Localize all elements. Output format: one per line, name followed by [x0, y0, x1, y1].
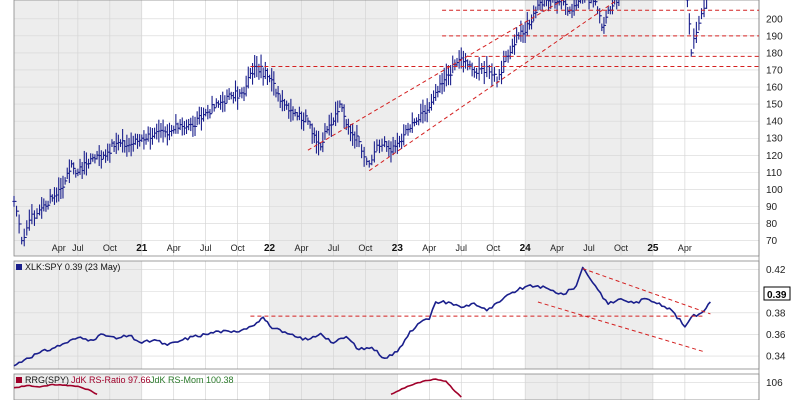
rrg-y-tick-label: 106 — [766, 378, 783, 389]
year-band — [652, 374, 759, 400]
x-month-label: Apr — [678, 243, 692, 253]
price-y-tick-label: 120 — [766, 151, 783, 162]
x-month-label: Jul — [200, 243, 212, 253]
price-y-tick-label: 190 — [766, 31, 783, 42]
rs-legend-label: XLK:SPY 0.39 (23 May) — [25, 262, 120, 272]
rrg-legend-mom: JdK RS-Mom 100.38 — [150, 375, 234, 385]
x-month-label: Oct — [231, 243, 246, 253]
rrg-legend-swatch — [16, 377, 22, 383]
price-channel-line — [368, 1, 615, 172]
x-month-label: Oct — [358, 243, 373, 253]
axis-labels: 70 80 90 100 110 120 130 140 150 160 170 180 190 200 0… — [52, 14, 786, 389]
rs-y-tick-label: 0.38 — [766, 308, 786, 319]
x-year-label: 24 — [520, 243, 532, 254]
price-channel-line — [307, 0, 564, 151]
price-panel — [12, 0, 759, 247]
price-y-tick-label: 150 — [766, 100, 783, 111]
price-y-tick-label: 90 — [766, 202, 778, 213]
year-band — [652, 0, 759, 256]
rs-legend-swatch — [16, 264, 22, 270]
year-band — [652, 261, 759, 369]
price-y-tick-label: 80 — [766, 219, 778, 230]
x-year-label: 22 — [264, 243, 276, 254]
price-y-tick-label: 180 — [766, 48, 783, 59]
rs-panel — [13, 266, 711, 367]
x-month-label: Apr — [167, 243, 181, 253]
rs-legend: XLK:SPY 0.39 (23 May) — [16, 262, 120, 272]
price-y-tick-label: 100 — [766, 185, 783, 196]
rrg-legend-main: RRG(SPY) — [25, 375, 69, 385]
x-month-label: Apr — [422, 243, 436, 253]
price-y-tick-label: 110 — [766, 168, 782, 179]
rrg-legend-ratio: JdK RS-Ratio 97.66 — [71, 375, 151, 385]
price-y-tick-label: 70 — [766, 236, 778, 247]
rs-y-tick-label: 0.36 — [766, 330, 786, 341]
rs-channel-line — [582, 268, 711, 315]
rs-y-tick-label: 0.42 — [766, 265, 786, 276]
x-month-label: Apr — [52, 243, 66, 253]
price-y-tick-label: 140 — [766, 117, 783, 128]
x-month-label: Apr — [550, 243, 564, 253]
price-y-tick-label: 170 — [766, 65, 783, 76]
x-month-label: Jul — [328, 243, 340, 253]
x-month-label: Oct — [614, 243, 629, 253]
rrg-ratio-line — [14, 378, 462, 398]
rrg-panel — [14, 378, 462, 398]
x-month-label: Jul — [455, 243, 467, 253]
time-bands — [14, 0, 759, 400]
rrg-legend: RRG(SPY) JdK RS-Ratio 97.66 JdK RS-Mom 1… — [16, 375, 234, 385]
x-month-label: Jul — [72, 243, 84, 253]
rs-badge-box — [763, 286, 791, 301]
x-month-label: Oct — [486, 243, 501, 253]
x-year-label: 21 — [136, 243, 148, 254]
x-month-label: Jul — [583, 243, 595, 253]
grid — [14, 0, 759, 400]
rs-badge-value: 0.39 — [767, 290, 787, 301]
price-y-tick-label: 160 — [766, 83, 783, 94]
x-month-label: Oct — [103, 243, 118, 253]
rs-last-value-badge: 0.39 — [763, 286, 791, 301]
x-month-label: Apr — [295, 243, 309, 253]
x-year-label: 23 — [392, 243, 404, 254]
rs-series-line — [13, 266, 711, 367]
price-y-tick-label: 130 — [766, 134, 783, 145]
rs-channel-line — [537, 301, 705, 353]
rs-y-tick-label: 0.34 — [766, 352, 786, 363]
price-y-tick-label: 200 — [766, 14, 783, 25]
x-year-label: 25 — [647, 243, 659, 254]
